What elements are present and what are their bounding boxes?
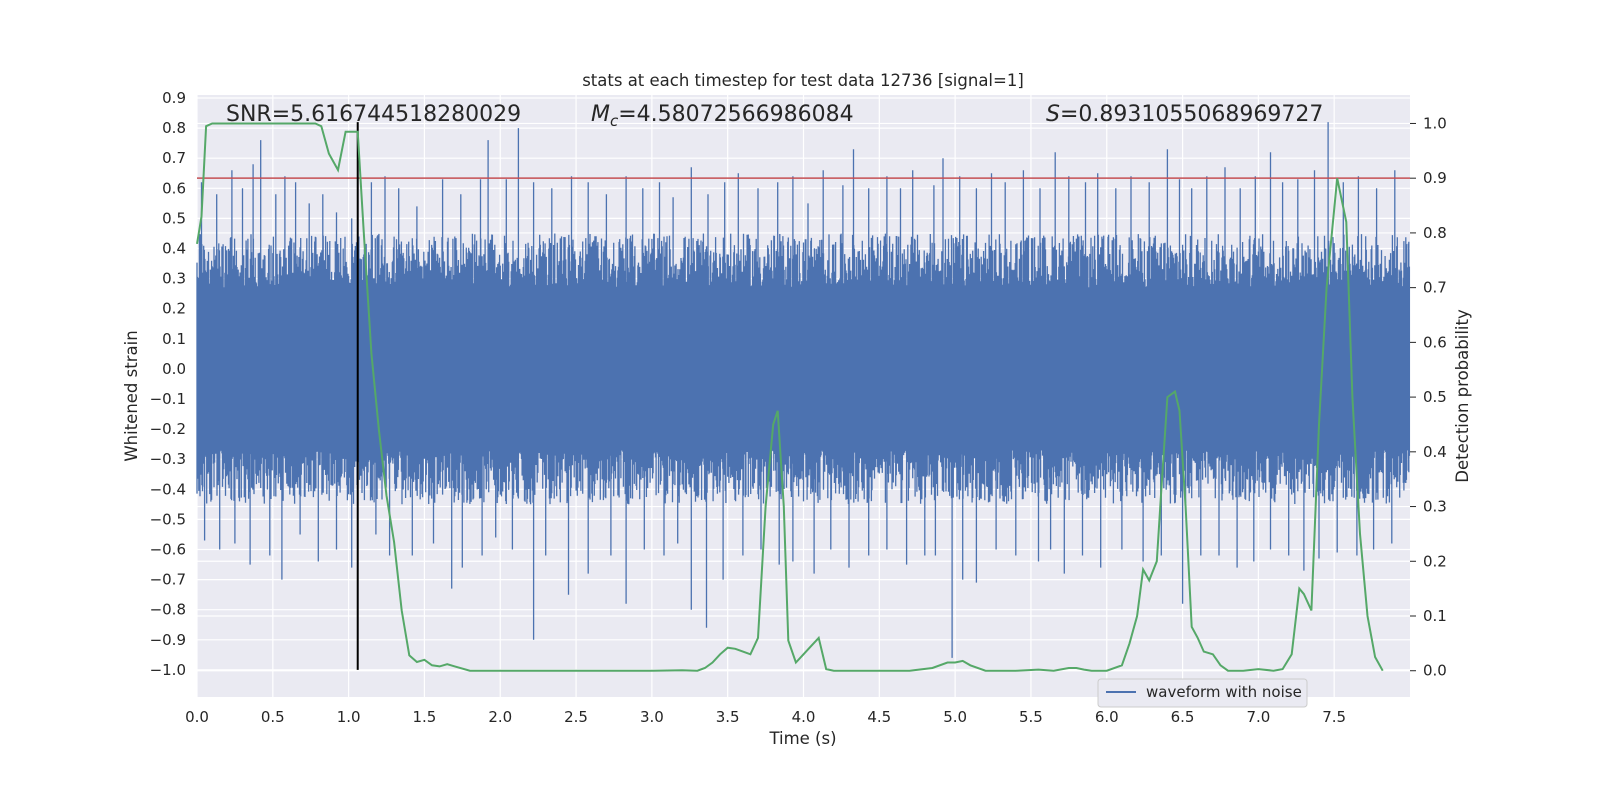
y-right-tick-label: 0.6 [1423, 333, 1447, 351]
y-tick-labels: 0.9 0.8 0.7 0.6 0.5 0.4 0.3 0.2 0.1 0.0 −0.1 −0.2 −0… [150, 89, 186, 679]
x-tick-label: 3.0 [640, 708, 664, 726]
y-tick-label: 0.0 [162, 360, 186, 378]
legend-box [1097, 678, 1308, 708]
y-right-tick-label: 0.3 [1423, 498, 1447, 516]
series-detection-probability [196, 122, 1384, 672]
y-tick-label: 0.8 [162, 119, 186, 137]
y-tick-label: 0.1 [162, 330, 186, 348]
s-value: =0.8931055068969727 [1060, 102, 1323, 127]
y-tick-label: −0.4 [150, 480, 186, 498]
y-right-tick-label: 0.9 [1423, 169, 1447, 187]
x-tick-label: 0.0 [185, 708, 209, 726]
x-tick-label: 5.5 [1019, 708, 1043, 726]
y-right-tick-label: 0.7 [1423, 279, 1447, 297]
y-tick-label: −0.8 [150, 601, 186, 619]
x-tick-label: 0.5 [261, 708, 285, 726]
y-tick-label: 0.2 [162, 300, 186, 318]
x-tick-label: 2.5 [564, 708, 588, 726]
y-right-axis-label: Detection probability [1453, 309, 1472, 483]
y-tick-label: 0.6 [162, 179, 186, 197]
y-tick-label: 0.7 [162, 149, 186, 167]
y-tick-label: −0.2 [150, 420, 186, 438]
chirp-mass-symbol: M [591, 102, 610, 127]
y-tick-label: 0.9 [162, 89, 186, 107]
y-right-tick-label: 0.2 [1423, 552, 1447, 570]
y-tick-label: −0.3 [150, 450, 186, 468]
y-tick-label: 0.4 [162, 240, 186, 258]
x-tick-label: 7.0 [1246, 708, 1270, 726]
y-tick-label: −0.7 [150, 571, 186, 589]
x-tick-label: 4.0 [792, 708, 816, 726]
y-axis-label: Whitened strain [122, 330, 141, 461]
x-axis-label: Time (s) [768, 729, 836, 748]
x-tick-labels: 0.0 0.5 1.0 1.5 2.0 2.5 3.0 3.5 4.0 4.5 5.0 5.5 6.0 6… [185, 708, 1346, 726]
chirp-mass-annotation: Mc=4.58072566986084 [591, 102, 854, 130]
noise-spikes [196, 122, 1411, 658]
y-right-tick-labels: 1.0 0.9 0.8 0.7 0.6 0.5 0.4 0.3 0.2 0.1 0.0 [1410, 114, 1447, 680]
chirp-mass-subscript: c [610, 112, 619, 130]
y-right-tick-label: 0.4 [1423, 443, 1447, 461]
x-tick-label: 5.0 [943, 708, 967, 726]
y-tick-label: 0.5 [162, 209, 186, 227]
y-tick-label: −0.6 [150, 541, 186, 559]
y-tick-label: 0.3 [162, 270, 186, 288]
y-tick-label: −0.9 [150, 631, 186, 649]
legend: waveform with noise [1097, 678, 1308, 708]
x-tick-label: 4.5 [867, 708, 891, 726]
x-tick-label: 1.5 [413, 708, 437, 726]
y-right-tick-label: 0.8 [1423, 224, 1447, 242]
series-waveform-with-noise [196, 122, 1411, 658]
y-tick-label: −1.0 [150, 661, 186, 679]
legend-label: waveform with noise [1146, 683, 1302, 701]
s-symbol: S [1046, 102, 1060, 127]
snr-annotation: SNR=5.616744518280029 [226, 102, 521, 127]
x-tick-label: 2.0 [488, 708, 512, 726]
y-right-tick-label: 0.1 [1423, 607, 1447, 625]
chart-title: stats at each timestep for test data 127… [582, 71, 1024, 90]
chirp-mass-value: =4.58072566986084 [618, 102, 853, 127]
x-tick-label: 6.5 [1171, 708, 1195, 726]
x-tick-label: 1.0 [337, 708, 361, 726]
x-tick-label: 3.5 [716, 708, 740, 726]
y-right-tick-label: 1.0 [1423, 114, 1447, 132]
s-annotation: S=0.8931055068969727 [1046, 102, 1323, 127]
y-right-tick-label: 0.0 [1423, 662, 1447, 680]
y-tick-label: −0.5 [150, 510, 186, 528]
x-tick-label: 7.5 [1322, 708, 1346, 726]
y-right-tick-label: 0.5 [1423, 388, 1447, 406]
x-tick-label: 6.0 [1095, 708, 1119, 726]
y-tick-label: −0.1 [150, 390, 186, 408]
